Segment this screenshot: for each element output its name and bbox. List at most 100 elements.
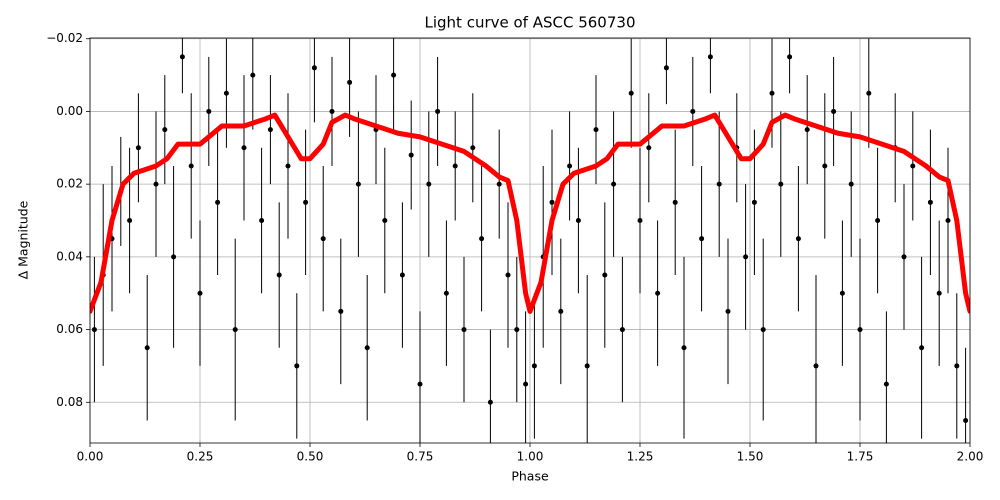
data-point [364,345,370,351]
data-point [135,145,141,151]
x-tick-label: 0.50 [297,450,324,464]
data-point [813,363,819,369]
data-point [716,181,722,187]
chart-title: Light curve of ASCC 560730 [425,14,636,32]
x-tick-label: 1.25 [627,450,654,464]
data-point [593,127,599,133]
y-tick-label: 0.02 [56,177,83,191]
data-point [857,327,863,333]
data-point [276,272,282,278]
data-point [778,181,784,187]
data-point [223,90,229,96]
data-point [179,54,185,60]
data-point [479,236,485,242]
data-point [241,145,247,151]
plot-area [90,38,970,443]
y-axis-label: Δ Magnitude [16,200,31,279]
data-point [681,345,687,351]
x-tick-label: 0.75 [407,450,434,464]
data-point [963,417,969,423]
data-point [311,65,317,71]
x-tick-label: 1.50 [737,450,764,464]
x-tick-label: 0.25 [187,450,214,464]
data-point [743,254,749,260]
data-point [452,163,458,169]
x-tick-label: 1.75 [847,450,874,464]
data-point [954,363,960,369]
data-point [672,199,678,205]
data-point [628,90,634,96]
data-point [558,308,564,314]
data-point [531,363,537,369]
data-point [760,327,766,333]
data-point [690,108,696,114]
data-point [232,327,238,333]
data-point [408,152,414,158]
data-point [602,272,608,278]
y-tick-label: 0.00 [56,104,83,118]
x-tick-label: 1.00 [517,450,544,464]
data-point [646,145,652,151]
data-point [910,163,916,169]
data-point [461,327,467,333]
data-point [927,199,933,205]
data-point [514,327,520,333]
data-point [250,72,256,78]
data-point [619,327,625,333]
data-point [487,399,493,405]
data-point [936,290,942,296]
data-point [417,381,423,387]
x-tick-label: 0.00 [77,450,104,464]
data-point [399,272,405,278]
data-point [839,290,845,296]
data-point [549,199,555,205]
data-point [795,236,801,242]
data-point [901,254,907,260]
data-point [875,218,881,224]
data-point [215,199,221,205]
data-point [699,236,705,242]
data-point [188,163,194,169]
data-point [470,145,476,151]
data-point [443,290,449,296]
data-point [171,254,177,260]
data-point [338,308,344,314]
y-tick-label: 0.04 [56,249,83,263]
data-point [883,381,889,387]
x-tick-label: 2.00 [957,450,984,464]
data-point [144,345,150,351]
data-point [162,127,168,133]
model-curve [90,112,970,314]
data-point [804,127,810,133]
data-point [496,181,502,187]
data-point [831,108,837,114]
data-point [822,163,828,169]
data-point [725,308,731,314]
data-point [303,199,309,205]
data-point [866,90,872,96]
data-point [707,54,713,60]
data-point [584,363,590,369]
y-tick-label: 0.06 [56,322,83,336]
data-point [320,236,326,242]
data-point [355,181,361,187]
data-point [206,108,212,114]
data-point [197,290,203,296]
data-point [523,381,529,387]
data-point [153,181,159,187]
data-point [285,163,291,169]
data-point [769,90,775,96]
data-point [426,181,432,187]
data-point [329,108,335,114]
data-point [787,54,793,60]
data-point [127,218,133,224]
data-point [611,181,617,187]
x-axis-label: Phase [511,469,549,484]
data-point [294,363,300,369]
data-point [655,290,661,296]
data-point [267,127,273,133]
data-point [663,65,669,71]
data-point [505,272,511,278]
